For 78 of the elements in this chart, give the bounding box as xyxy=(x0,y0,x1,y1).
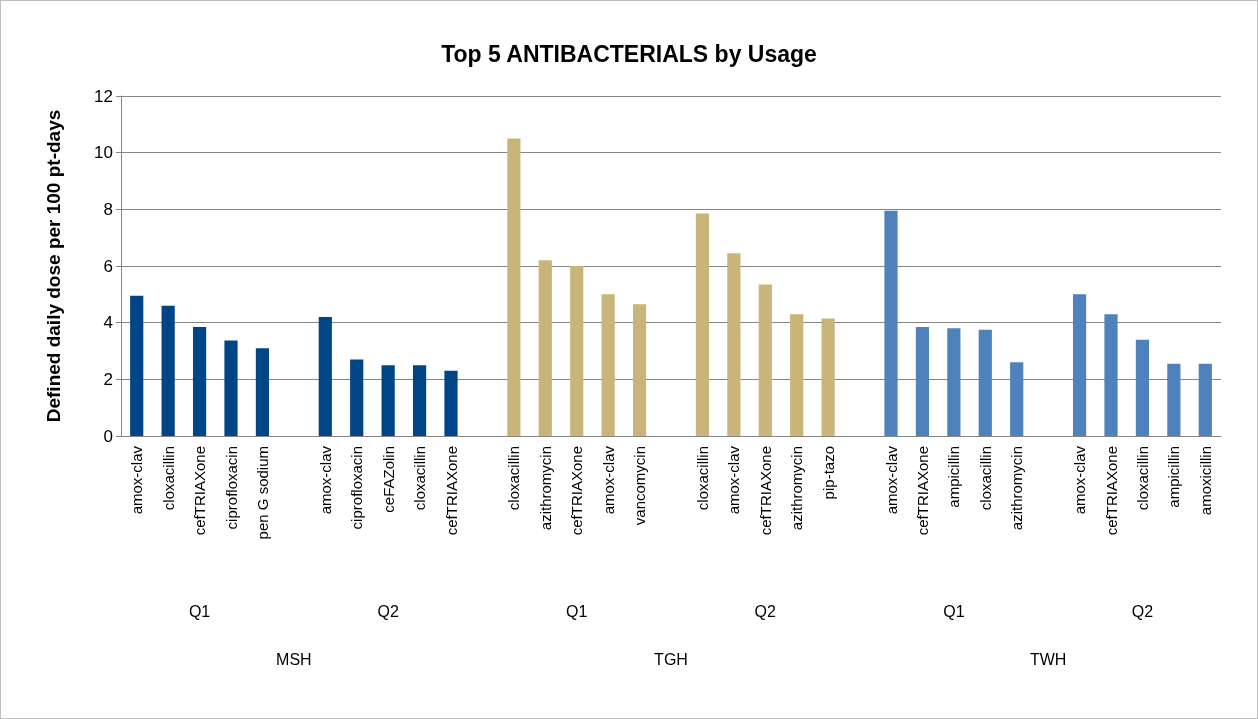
bar xyxy=(130,295,144,436)
x-tick-label: ampicillin xyxy=(1165,446,1183,508)
bar xyxy=(350,359,364,436)
bar xyxy=(255,348,270,436)
bar xyxy=(1010,362,1024,436)
x-tick-label: ciprofloxacin xyxy=(348,446,366,530)
x-tick-label: cefTRIAXone xyxy=(442,446,460,536)
bar xyxy=(161,305,175,436)
bar xyxy=(192,326,207,436)
text: TGH xyxy=(654,650,688,668)
y-tick-label: 0 xyxy=(103,426,113,446)
x-tick-label: cefTRIAXone xyxy=(756,446,774,536)
x-tick-label: cloxacillin xyxy=(693,446,711,511)
bar xyxy=(538,260,552,436)
bar xyxy=(1104,314,1118,436)
bar xyxy=(947,328,961,436)
text: TWH xyxy=(1029,650,1067,668)
x-tick-label: cefTRIAXone xyxy=(191,446,209,536)
x-tick-label: amox-clav xyxy=(128,445,146,515)
y-tick-label: 6 xyxy=(103,256,113,276)
x-tick-label: cloxacillin xyxy=(976,446,994,511)
text: Q2 xyxy=(377,602,399,620)
x-tick-label: ciprofloxacin xyxy=(222,446,240,530)
text: Q1 xyxy=(566,602,588,620)
x-tick-label: cefTRIAXone xyxy=(568,446,586,536)
x-tick-label: cefTRIAXone xyxy=(1102,446,1120,536)
bar xyxy=(1135,339,1150,436)
bar xyxy=(821,318,835,436)
x-tick-label: amox-clav xyxy=(1071,445,1089,515)
x-tick-label: amox-clav xyxy=(882,445,900,515)
x-tick-label: ampicillin xyxy=(945,446,963,508)
bar xyxy=(444,370,458,436)
bar xyxy=(381,365,395,436)
x-tick-label: amox-clav xyxy=(599,445,617,515)
bar xyxy=(224,340,238,436)
bar xyxy=(790,314,804,436)
bar xyxy=(1198,363,1212,436)
y-tick-label: 4 xyxy=(103,313,113,333)
text: Q2 xyxy=(1131,602,1154,620)
bar xyxy=(695,213,710,436)
chart-title: Top 5 ANTIBACTERIALS by Usage xyxy=(441,40,817,67)
bar xyxy=(978,329,992,436)
x-tick-label: vancomycin xyxy=(631,446,649,526)
bar xyxy=(412,365,427,436)
text: MSH xyxy=(276,650,312,668)
text: Q2 xyxy=(754,602,777,620)
x-tick-label: cefTRIAXone xyxy=(913,446,931,536)
x-tick-label: amox-clav xyxy=(316,445,334,515)
x-tick-label: amoxicillin xyxy=(1196,446,1214,516)
bar xyxy=(507,138,521,436)
bar xyxy=(1167,363,1181,436)
bar xyxy=(758,284,772,436)
text: Q1 xyxy=(943,602,965,620)
y-tick-label: 12 xyxy=(94,86,113,106)
x-tick-label: azithromycin xyxy=(788,446,806,531)
x-tick-label: cloxacillin xyxy=(1133,446,1151,511)
x-tick-label: pen G sodium xyxy=(253,446,271,540)
y-tick-label: 10 xyxy=(94,143,113,163)
x-tick-label: cloxacillin xyxy=(411,446,429,511)
x-tick-label: azithromycin xyxy=(536,446,554,531)
x-tick-label: cloxacillin xyxy=(505,446,523,511)
bar xyxy=(915,326,930,436)
bar xyxy=(632,304,647,436)
x-tick-label: azithromycin xyxy=(1008,446,1026,531)
bar xyxy=(1072,294,1087,436)
bar xyxy=(318,317,332,436)
y-axis-title: Defined daily dose per 100 pt-days xyxy=(43,109,64,423)
bar xyxy=(570,266,584,436)
y-tick-label: 2 xyxy=(103,369,113,389)
text: Q1 xyxy=(188,602,211,620)
bar xyxy=(601,294,615,436)
x-tick-label: pip-tazo xyxy=(819,446,837,500)
bar xyxy=(727,253,741,436)
x-tick-label: cloxacillin xyxy=(159,446,177,511)
y-tick-label: 8 xyxy=(103,199,113,219)
x-tick-label: ceFAZolin xyxy=(379,446,397,513)
x-tick-label: amox-clav xyxy=(725,445,743,515)
bar xyxy=(884,210,898,436)
